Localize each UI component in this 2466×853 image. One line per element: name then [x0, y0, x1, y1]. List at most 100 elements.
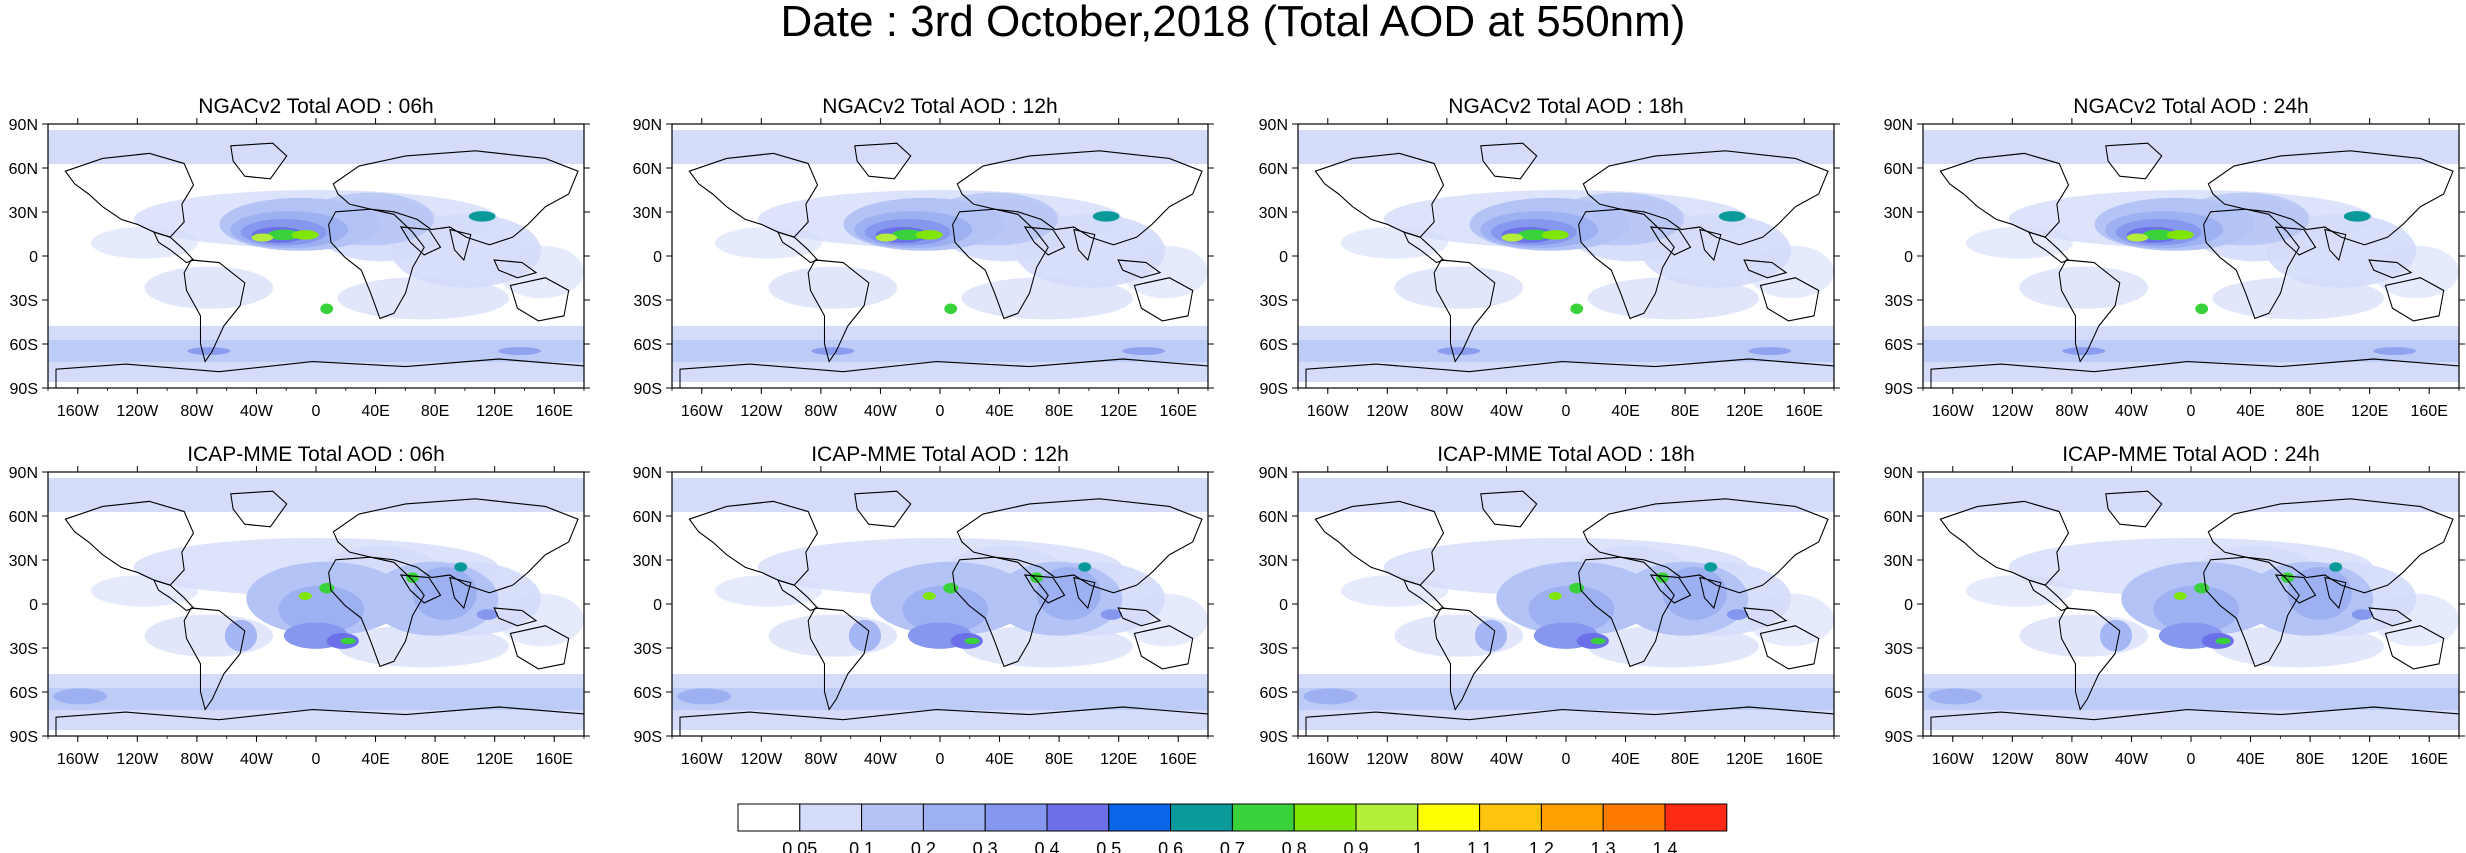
aod-blob: [1548, 592, 1562, 601]
lat-tick-label: 0: [1279, 597, 1288, 614]
lon-tick-label: 160W: [1307, 403, 1350, 420]
aod-blob: [2281, 572, 2294, 583]
aod-blob: [922, 592, 936, 601]
colorbar-swatch: [1540, 803, 1604, 832]
colorbar-swatch: [1293, 803, 1357, 832]
lat-tick-label: 30N: [1884, 553, 1913, 570]
panel-title: NGACv2 Total AOD : 24h: [2073, 95, 2308, 118]
aod-blob: [891, 229, 924, 241]
lat-tick-label: 90N: [9, 117, 38, 134]
aod-blob: [811, 347, 855, 356]
lon-tick-label: 160E: [2411, 403, 2448, 420]
lat-tick-label: 90S: [1260, 381, 1288, 398]
panel-title: ICAP-MME Total AOD : 18h: [1437, 443, 1695, 466]
lon-tick-label: 0: [312, 751, 321, 768]
colorbar-label: 1.3: [1591, 839, 1616, 853]
lat-tick-label: 30N: [9, 205, 38, 222]
aod-blob: [1965, 226, 2074, 259]
aod-blob: [961, 625, 1133, 668]
map-panel: ICAP-MME Total AOD : 18h 160W 120W 80W 40W 0 4…: [1259, 443, 1840, 768]
lat-tick-label: 0: [653, 249, 662, 266]
aod-blob: [1092, 211, 1120, 222]
aod-haze-band: [1298, 688, 1834, 710]
colorbar-label: 0.3: [973, 839, 998, 853]
lat-tick-label: 60S: [634, 685, 662, 702]
lon-tick-label: 0: [936, 751, 945, 768]
aod-blob: [1748, 347, 1792, 356]
colorbar-label: 0.5: [1096, 839, 1121, 853]
aod-blob: [1122, 245, 1208, 299]
aod-blob: [406, 572, 419, 583]
aod-haze-band: [48, 130, 584, 164]
aod-blob: [2373, 347, 2417, 356]
aod-blob: [251, 233, 274, 242]
lat-tick-label: 0: [653, 597, 662, 614]
aod-blob: [2099, 619, 2133, 652]
aod-blob: [2195, 303, 2209, 315]
lon-tick-label: 80W: [1430, 751, 1464, 768]
colorbar-label: 0.4: [1034, 839, 1059, 853]
aod-blob: [224, 619, 258, 652]
aod-blob: [144, 266, 274, 309]
colorbar-label: 0.7: [1220, 839, 1245, 853]
lat-tick-label: 30S: [10, 641, 38, 658]
lat-tick-label: 0: [29, 249, 38, 266]
lon-tick-label: 40E: [985, 751, 1013, 768]
aod-blob: [1122, 593, 1208, 647]
aod-blob: [768, 266, 898, 309]
figure-title: Date : 3rd October,2018 (Total AOD at 55…: [780, 0, 1686, 46]
aod-blob: [187, 347, 231, 356]
aod-blob: [1748, 593, 1834, 647]
aod-blob: [90, 226, 199, 259]
lon-tick-label: 80W: [1430, 403, 1464, 420]
lon-tick-label: 40E: [361, 403, 389, 420]
aod-blob: [2373, 593, 2459, 647]
lon-tick-label: 160W: [681, 403, 724, 420]
lat-tick-label: 90N: [633, 465, 662, 482]
lon-tick-label: 0: [312, 403, 321, 420]
lon-tick-label: 80E: [2296, 751, 2324, 768]
aod-haze-band: [48, 478, 584, 512]
lon-tick-label: 40W: [1490, 403, 1524, 420]
aod-blob: [340, 637, 356, 645]
lat-tick-label: 30N: [9, 553, 38, 570]
aod-blob: [291, 230, 319, 240]
lon-tick-label: 160W: [681, 751, 724, 768]
panel-title: ICAP-MME Total AOD : 12h: [811, 443, 1069, 466]
lon-tick-label: 0: [2187, 751, 2196, 768]
lat-tick-label: 30N: [633, 553, 662, 570]
lat-tick-label: 30S: [10, 293, 38, 310]
colorbar-label: 1: [1413, 839, 1423, 853]
lon-tick-label: 120E: [1726, 403, 1763, 420]
colorbar-label: 0.1: [849, 839, 874, 853]
lon-tick-label: 160E: [536, 751, 573, 768]
aod-haze-band: [1923, 340, 2459, 362]
aod-blob: [498, 593, 584, 647]
lat-tick-label: 30S: [1260, 293, 1288, 310]
aod-haze-band: [48, 340, 584, 362]
lon-tick-label: 40W: [2115, 751, 2149, 768]
map-panel: ICAP-MME Total AOD : 06h 160W 120W 80W 40W 0 4…: [9, 443, 590, 768]
aod-blob: [944, 303, 958, 315]
colorbar-label: 0.2: [911, 839, 936, 853]
aod-blob: [2373, 245, 2459, 299]
aod-blob: [2351, 609, 2374, 620]
lon-tick-label: 80W: [180, 403, 214, 420]
lon-tick-label: 120W: [1991, 403, 2034, 420]
lon-tick-label: 160W: [1932, 751, 1975, 768]
aod-blob: [2212, 625, 2384, 668]
lat-tick-label: 90S: [634, 381, 662, 398]
aod-blob: [848, 619, 882, 652]
colorbar-swatch: [737, 803, 801, 832]
aod-blob: [875, 233, 898, 242]
colorbar-swatch: [1170, 803, 1233, 832]
lat-tick-label: 60S: [1885, 337, 1913, 354]
aod-blob: [2212, 277, 2384, 320]
lat-tick-label: 60S: [10, 685, 38, 702]
lat-tick-label: 60N: [633, 509, 662, 526]
aod-blob: [1587, 625, 1759, 668]
colorbar-swatch: [984, 803, 1048, 832]
aod-blob: [2343, 211, 2371, 222]
aod-blob: [2142, 229, 2175, 241]
lon-tick-label: 160E: [1160, 403, 1197, 420]
